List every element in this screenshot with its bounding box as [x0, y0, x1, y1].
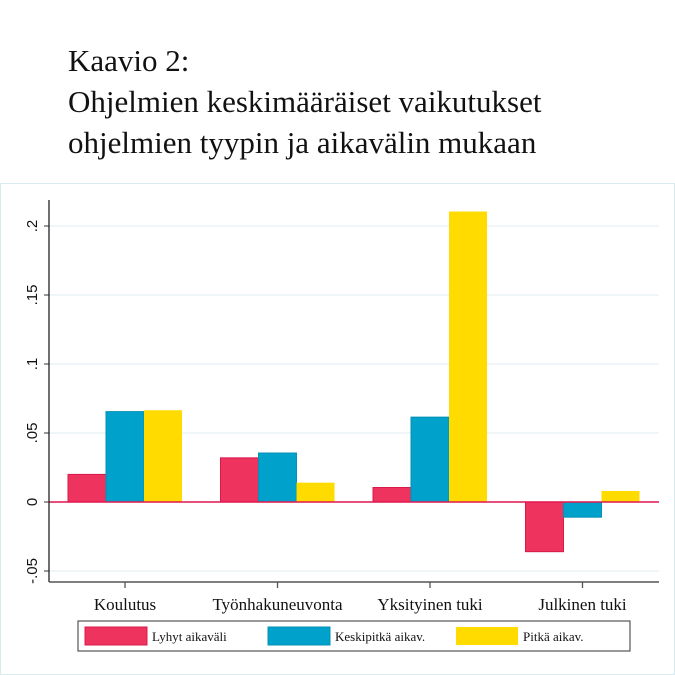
y-tick-label: .05 [24, 423, 41, 444]
x-tick-label: Julkinen tuki [538, 595, 627, 614]
bar-lyhyt-aikav-li [372, 487, 412, 503]
y-tick-label: 0 [24, 498, 41, 506]
bar-pitk-aikav- [449, 211, 487, 502]
bar-keskipitk-aikav- [105, 411, 145, 503]
y-tick-label: -.05 [24, 558, 41, 584]
y-tick-label: .2 [24, 220, 41, 233]
x-tick-label: Koulutus [94, 595, 156, 614]
x-tick-label: Yksityinen tuki [377, 595, 483, 614]
bar-keskipitk-aikav- [563, 501, 602, 518]
bar-lyhyt-aikav-li [525, 501, 564, 553]
bar-pitk-aikav- [144, 410, 182, 502]
y-tick-label: .1 [24, 358, 41, 371]
x-tick-label: Työnhakuneuvonta [212, 595, 343, 614]
title-line: Ohjelmien keskimääräiset vaikutukset [68, 84, 542, 119]
legend-swatch [456, 627, 518, 645]
title-line: ohjelmien tyypin ja aikavälin mukaan [68, 125, 537, 160]
title-line: Kaavio 2: [68, 43, 190, 78]
bar-keskipitk-aikav- [410, 416, 450, 503]
bar-pitk-aikav- [296, 482, 335, 502]
legend-label: Keskipitkä aikav. [335, 629, 425, 644]
legend-swatch [267, 626, 331, 646]
bar-pitk-aikav- [601, 490, 640, 502]
bar-lyhyt-aikav-li [67, 473, 107, 503]
legend-label: Pitkä aikav. [523, 629, 584, 644]
legend-label: Lyhyt aikaväli [152, 629, 227, 644]
legend-box [77, 620, 631, 652]
y-tick-label: .15 [24, 285, 41, 306]
chart-title: Kaavio 2: Ohjelmien keskimääräiset vaiku… [68, 40, 541, 163]
legend-swatch [84, 626, 148, 646]
bar-keskipitk-aikav- [258, 452, 297, 503]
bar-lyhyt-aikav-li [220, 457, 259, 503]
